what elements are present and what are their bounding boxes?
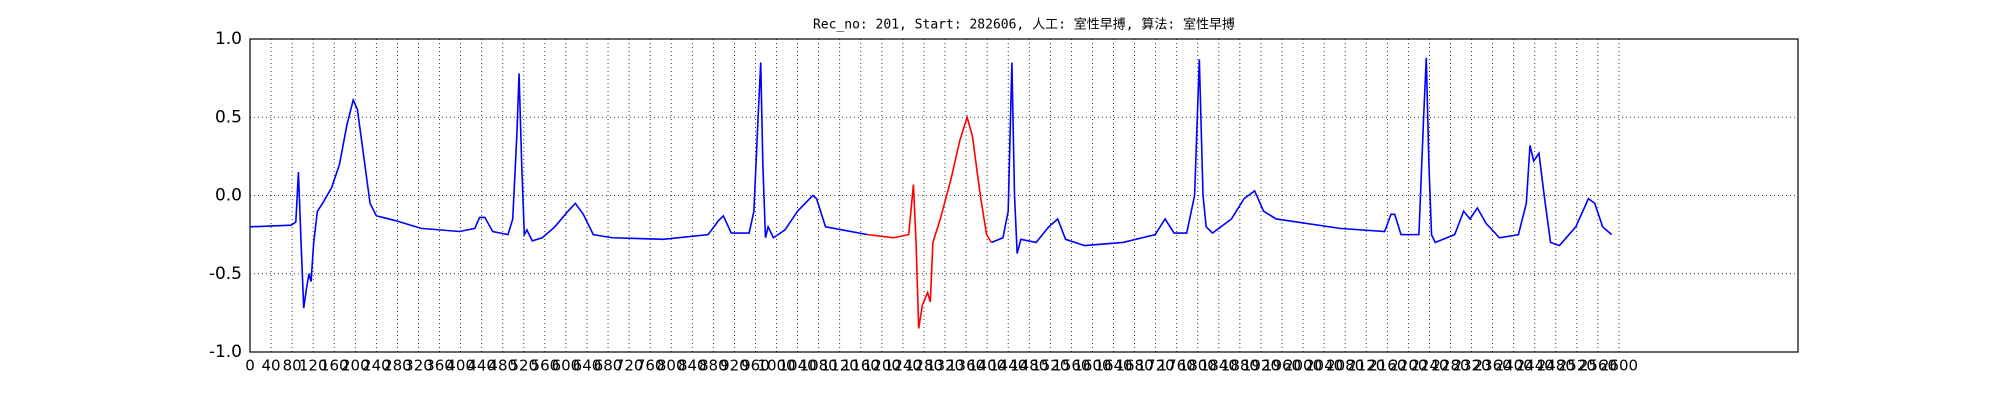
x-tick-label: 1880: [1221, 357, 1259, 375]
x-tick-label: 40: [262, 357, 281, 375]
x-tick-label: 160: [320, 357, 349, 375]
x-tick-label: 440: [467, 357, 496, 375]
x-tick-label: 320: [404, 357, 433, 375]
x-tick-label: 1000: [757, 357, 795, 375]
y-tick-label: 0.5: [215, 107, 242, 127]
x-tick-label: 1720: [1137, 357, 1175, 375]
x-tick-label: 400: [446, 357, 475, 375]
x-tick-label: 0: [245, 357, 255, 375]
x-tick-label: 480: [488, 357, 517, 375]
x-tick-label: 1760: [1158, 357, 1196, 375]
x-tick-label: 2400: [1495, 357, 1533, 375]
y-tick-label: 0.0: [215, 186, 242, 206]
x-tick-label: 1400: [968, 357, 1006, 375]
x-tick-label: 2600: [1600, 357, 1638, 375]
x-tick-label: 1280: [905, 357, 943, 375]
x-tick-label: 1120: [821, 357, 859, 375]
x-tick-label: 120: [299, 357, 328, 375]
x-tick-label: 1960: [1263, 357, 1301, 375]
y-tick-label: 1.0: [215, 29, 242, 49]
x-tick-label: 1680: [1115, 357, 1153, 375]
x-tick-label: 2080: [1326, 357, 1364, 375]
x-tick-label: 760: [636, 357, 665, 375]
x-tick-label: 1080: [800, 357, 838, 375]
x-tick-label: 360: [425, 357, 454, 375]
x-tick-label: 1640: [1094, 357, 1132, 375]
x-tick-label: 960: [741, 357, 770, 375]
x-tick-label: 1040: [778, 357, 816, 375]
x-tick-label: 720: [615, 357, 644, 375]
x-tick-label: 1440: [989, 357, 1027, 375]
x-tick-label: 200: [341, 357, 370, 375]
x-tick-label: 1840: [1200, 357, 1238, 375]
series-line: [249, 57, 1613, 309]
x-tick-label: 240: [362, 357, 391, 375]
x-tick-label: 1200: [863, 357, 901, 375]
x-tick-label: 680: [594, 357, 623, 375]
x-tick-label: 1480: [1010, 357, 1048, 375]
x-tick-label: 1240: [884, 357, 922, 375]
x-tick-label: 1920: [1242, 357, 1280, 375]
series-line: [867, 114, 993, 329]
x-tick-label: 2360: [1474, 357, 1512, 375]
x-tick-label: 1800: [1179, 357, 1217, 375]
x-tick-label: 520: [509, 357, 538, 375]
y-tick-label: -0.5: [209, 264, 242, 284]
x-tick-label: 2440: [1516, 357, 1554, 375]
x-tick-label: 2200: [1389, 357, 1427, 375]
x-tick-label: 2000: [1284, 357, 1322, 375]
x-tick-label: 1600: [1073, 357, 1111, 375]
x-tick-label: 2320: [1452, 357, 1490, 375]
x-tick-label: 2560: [1579, 357, 1617, 375]
x-tick-label: 640: [573, 357, 602, 375]
x-tick-label: 2240: [1410, 357, 1448, 375]
x-tick-label: 2160: [1368, 357, 1406, 375]
x-tick-label: 280: [383, 357, 412, 375]
x-tick-label: 1320: [926, 357, 964, 375]
x-tick-label: 80: [283, 357, 302, 375]
y-tick-label: -1.0: [209, 342, 242, 362]
x-tick-label: 2480: [1537, 357, 1575, 375]
x-tick-label: 2280: [1431, 357, 1469, 375]
x-tick-label: 560: [531, 357, 560, 375]
x-tick-label: 880: [699, 357, 728, 375]
x-tick-label: 600: [552, 357, 581, 375]
x-tick-label: 1360: [947, 357, 985, 375]
x-tick-label: 2040: [1305, 357, 1343, 375]
x-tick-label: 840: [678, 357, 707, 375]
x-tick-label: 2520: [1558, 357, 1596, 375]
x-tick-label: 1560: [1052, 357, 1090, 375]
chart-title: Rec_no: 201, Start: 282606, 人工: 室性早搏, 算法…: [813, 17, 1235, 33]
x-tick-label: 800: [657, 357, 686, 375]
x-tick-label: 920: [720, 357, 749, 375]
x-tick-label: 1160: [842, 357, 880, 375]
x-tick-label: 2120: [1347, 357, 1385, 375]
x-tick-label: 1520: [1031, 357, 1069, 375]
